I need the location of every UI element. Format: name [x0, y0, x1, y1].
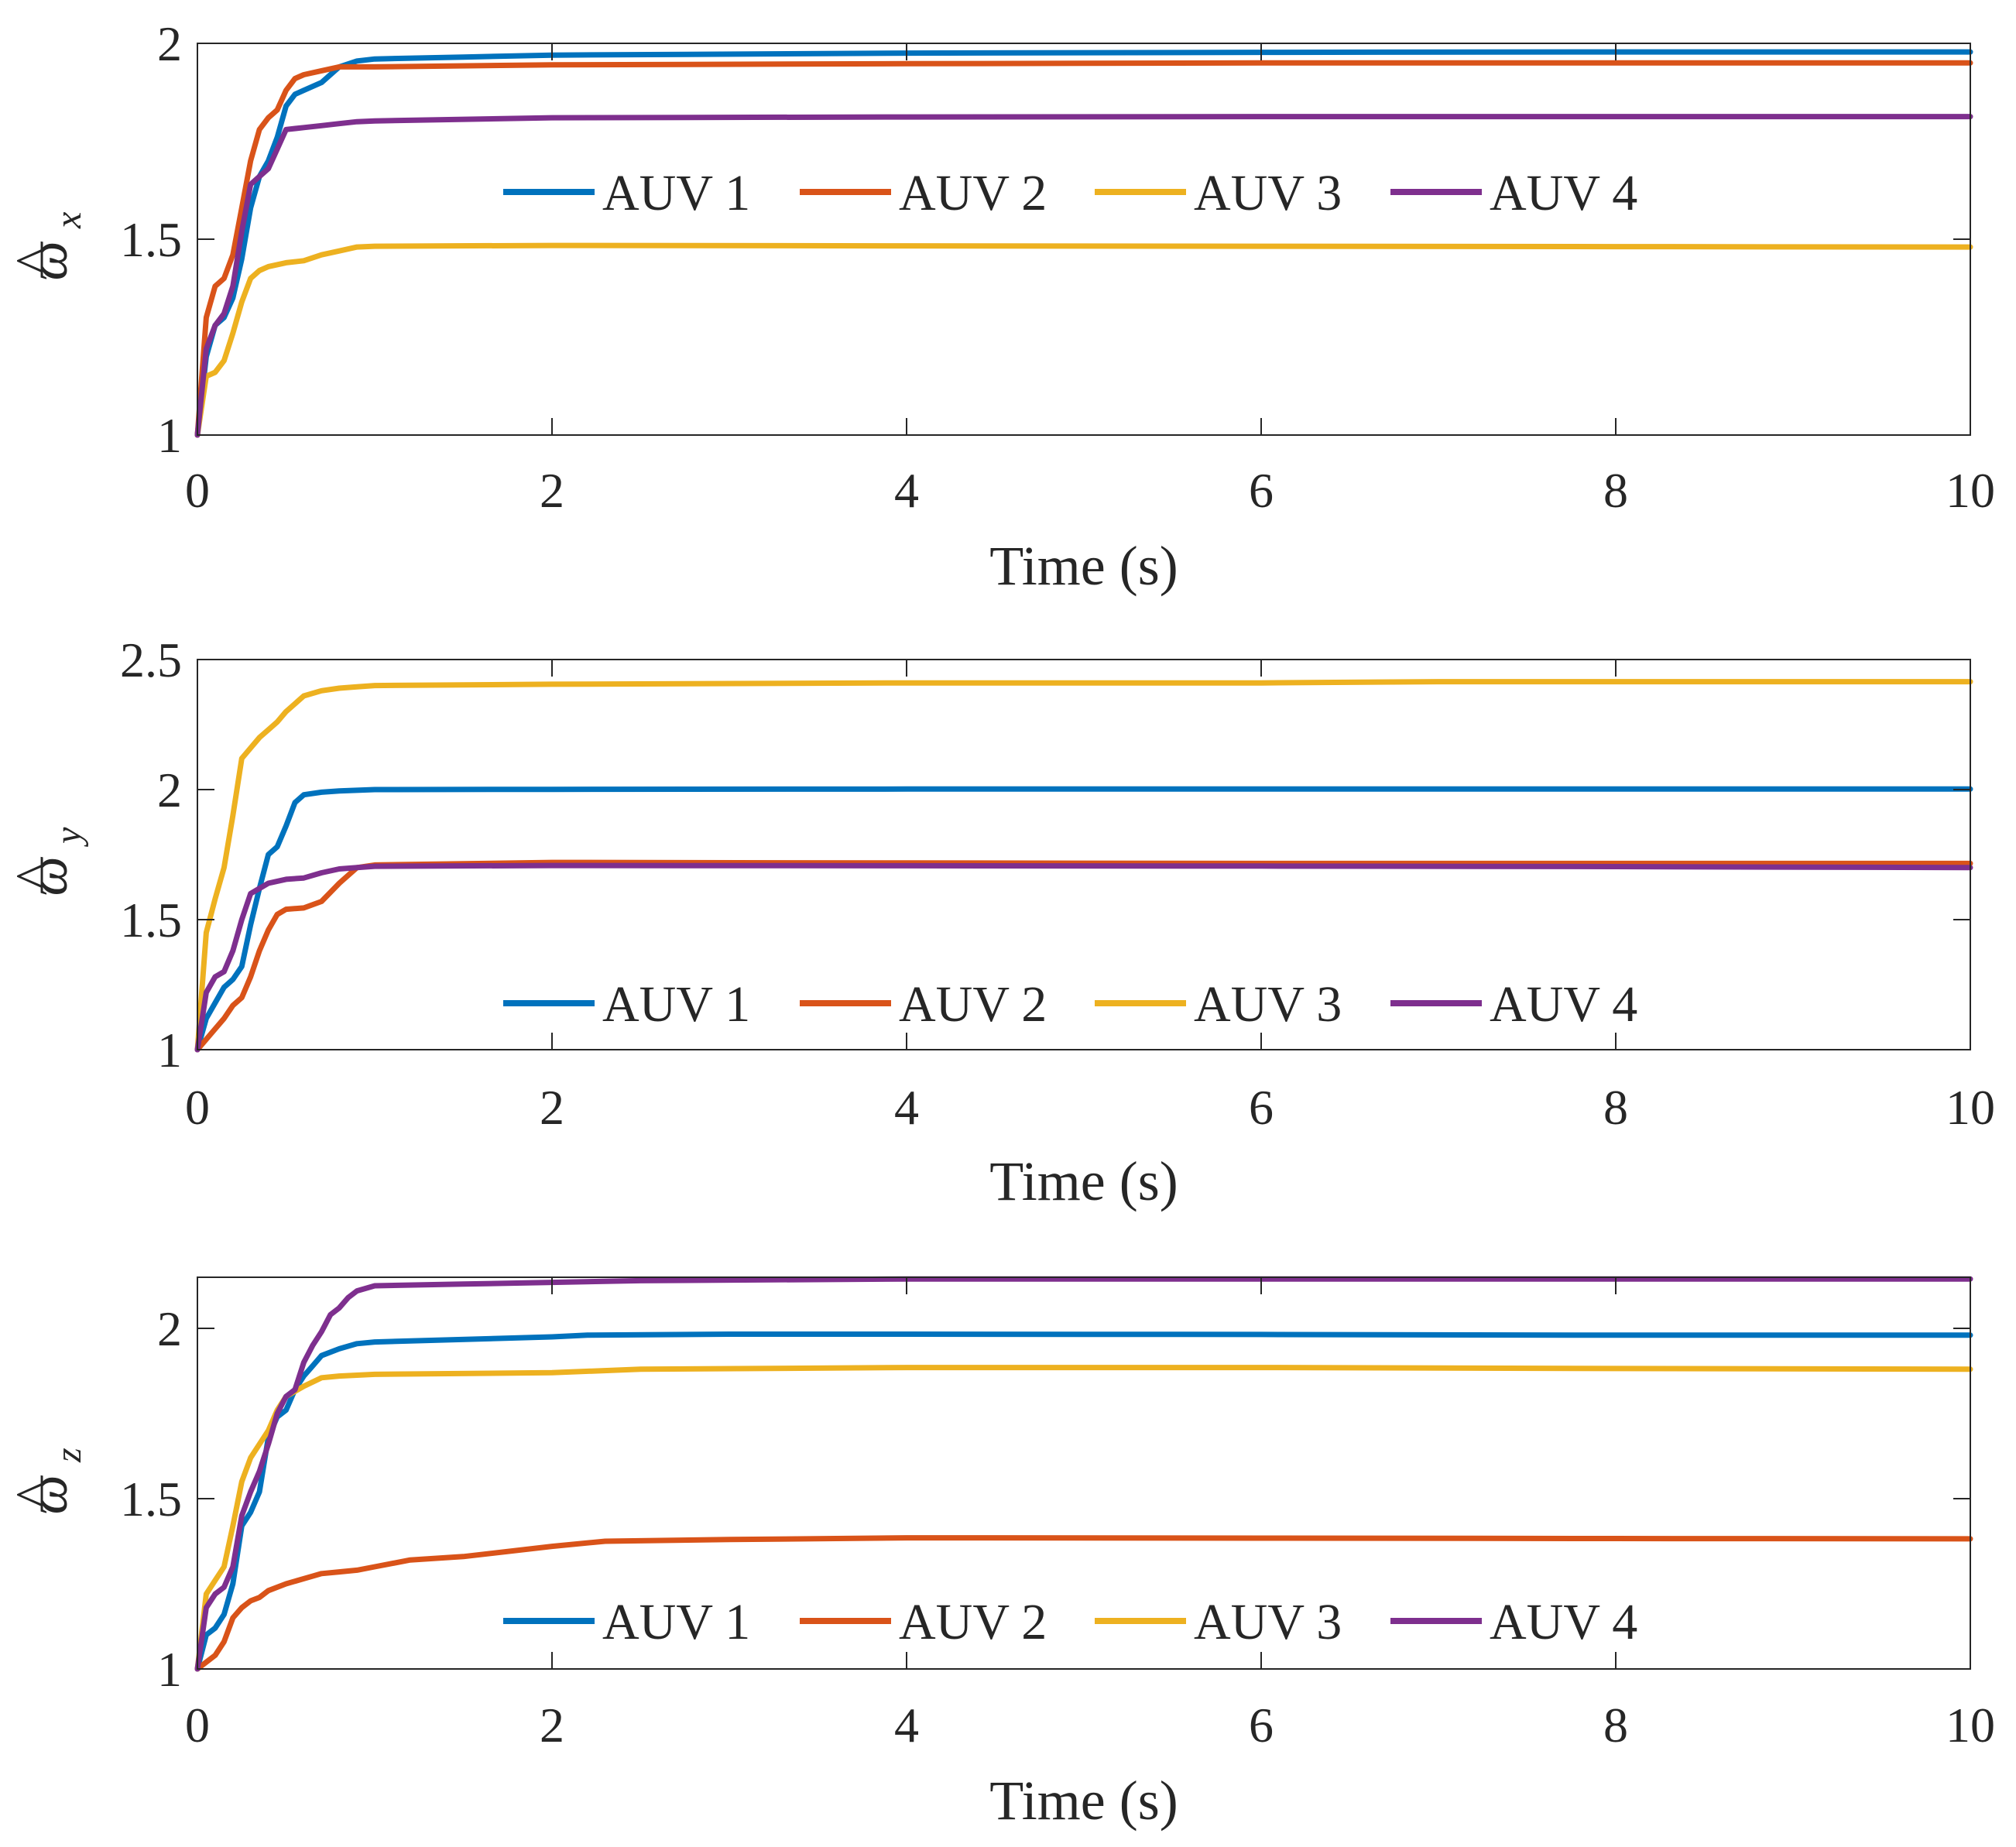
x-tick-label: 8: [1603, 463, 1628, 518]
x-tick-label: 0: [185, 463, 210, 518]
y-tick-label: 1.5: [120, 893, 182, 947]
x-tick-label: 8: [1603, 1698, 1628, 1753]
y-tick-label: 1: [157, 1642, 182, 1697]
legend-label-3: AUV 3: [1194, 976, 1342, 1033]
y-axis-title: ϖ^ y: [5, 827, 89, 896]
x-tick-label: 10: [1946, 463, 1995, 518]
legend-label-2: AUV 2: [899, 165, 1047, 221]
x-tick-label: 0: [185, 1080, 210, 1135]
y-axis-symbol: ϖ: [17, 856, 79, 896]
legend-label-1: AUV 1: [602, 165, 750, 221]
y-axis-subscript: y: [48, 827, 89, 848]
legend-label-2: AUV 2: [899, 976, 1047, 1033]
x-axis-title: Time (s): [989, 535, 1178, 597]
x-tick-label: 0: [185, 1698, 210, 1753]
x-tick-label: 4: [894, 1080, 919, 1135]
x-tick-label: 10: [1946, 1080, 1995, 1135]
legend-label-1: AUV 1: [602, 1594, 750, 1650]
y-tick-label: 2: [157, 1301, 182, 1356]
y-tick-label: 1: [157, 1023, 182, 1078]
y-tick-label: 1.5: [120, 212, 182, 267]
y-axis-symbol: ϖ: [17, 1475, 79, 1514]
x-axis-title: Time (s): [989, 1770, 1178, 1832]
x-tick-label: 6: [1249, 1698, 1274, 1753]
y-axis-subscript: z: [48, 1448, 89, 1463]
legend-label-3: AUV 3: [1194, 165, 1342, 221]
y-axis-hat: ^: [5, 864, 65, 889]
legend-label-2: AUV 2: [899, 1594, 1047, 1650]
y-axis-subscript: x: [48, 212, 89, 229]
x-tick-label: 2: [540, 1698, 564, 1753]
legend-label-4: AUV 4: [1490, 1594, 1637, 1650]
axes-box: [197, 43, 1971, 436]
series-line-1: [194, 49, 1973, 438]
legend-label-1: AUV 1: [602, 976, 750, 1033]
series-line-2: [194, 60, 1973, 438]
x-tick-label: 4: [894, 1698, 919, 1753]
series-line-2: [194, 1535, 1973, 1672]
axes-box: [197, 1276, 1971, 1670]
series-line-4: [194, 114, 1973, 438]
legend: AUV 1 AUV 2 AUV 3 AUV 4: [503, 976, 1637, 1033]
series-line-3: [194, 1365, 1973, 1672]
series-line-3: [194, 679, 1973, 1053]
x-tick-label: 2: [540, 1080, 564, 1135]
y-tick-label: 1: [157, 408, 182, 463]
y-axis-title: ϖ^ x: [5, 212, 89, 281]
y-tick-label: 2: [157, 762, 182, 817]
x-tick-label: 6: [1249, 1080, 1274, 1135]
x-tick-label: 6: [1249, 463, 1274, 518]
y-axis-symbol: ϖ: [17, 241, 79, 280]
series-line-1: [194, 786, 1973, 1053]
series-line-1: [194, 1331, 1973, 1672]
x-tick-label: 2: [540, 463, 564, 518]
y-axis-title: ϖ^ z: [5, 1448, 89, 1514]
series-line-4: [194, 1276, 1973, 1672]
series-line-3: [194, 242, 1973, 438]
x-tick-label: 10: [1946, 1698, 1995, 1753]
x-tick-label: 4: [894, 463, 919, 518]
legend: AUV 1 AUV 2 AUV 3 AUV 4: [503, 1594, 1637, 1650]
legend: AUV 1 AUV 2 AUV 3 AUV 4: [503, 165, 1637, 221]
legend-label-4: AUV 4: [1490, 165, 1637, 221]
legend-label-3: AUV 3: [1194, 1594, 1342, 1650]
axes-box: [197, 659, 1971, 1050]
y-axis-hat: ^: [5, 1482, 65, 1508]
y-tick-label: 2: [157, 16, 182, 71]
x-tick-label: 8: [1603, 1080, 1628, 1135]
y-tick-label: 1.5: [120, 1472, 182, 1527]
y-axis-hat: ^: [5, 248, 65, 274]
series-line-4: [194, 862, 1973, 1053]
y-tick-label: 2.5: [120, 632, 182, 687]
series-line-2: [194, 859, 1973, 1053]
legend-label-4: AUV 4: [1490, 976, 1637, 1033]
x-axis-title: Time (s): [989, 1150, 1178, 1212]
